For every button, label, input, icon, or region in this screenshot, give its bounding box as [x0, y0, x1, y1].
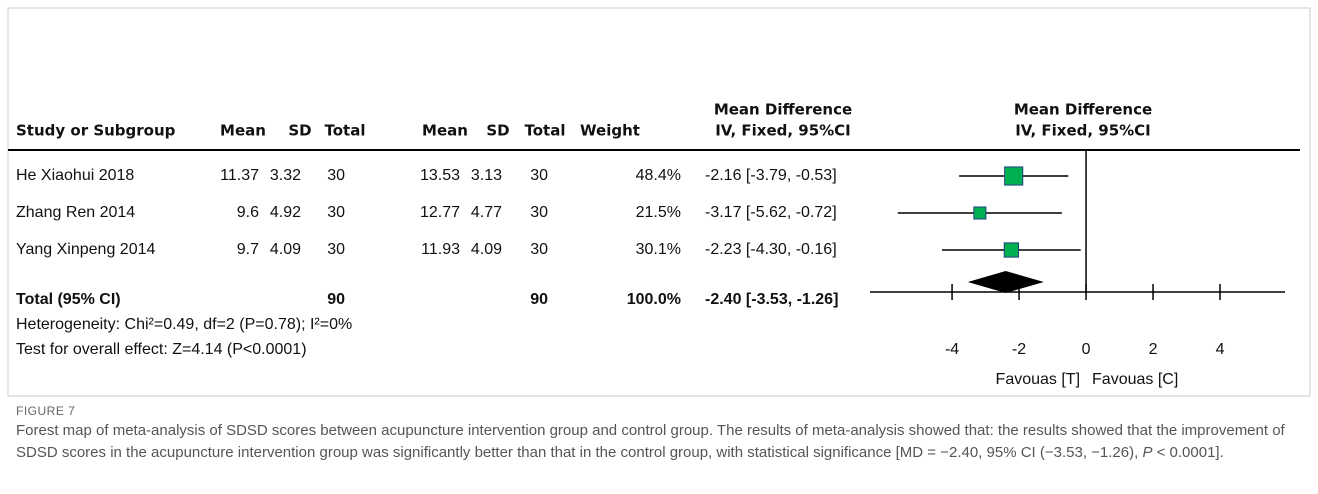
cell: -2.16 [-3.79, -0.53]: [705, 167, 837, 184]
cell: He Xiaohui 2018: [16, 167, 134, 184]
cell: 11.37: [220, 167, 259, 184]
plot-group-header: Mean Difference: [1014, 101, 1152, 119]
total-name: Total (95% CI): [16, 291, 121, 308]
x-tick-label: -4: [945, 341, 959, 358]
cell: 4.09: [471, 241, 502, 258]
x-axis-label: Favouas [C]: [1092, 371, 1178, 388]
cell: Zhang Ren 2014: [16, 204, 135, 221]
figure-border: [7, 7, 1311, 397]
total-n: 90: [327, 291, 345, 308]
x-tick-label: -2: [1012, 341, 1026, 358]
x-tick-label: 4: [1216, 341, 1225, 358]
column-header: Mean: [220, 122, 266, 140]
column-header: SD: [288, 122, 311, 140]
forest-figure: Mean Difference Mean Difference IV, Fixe…: [7, 7, 1311, 397]
pooled-diamond: [967, 271, 1044, 293]
total-weight: 100.0%: [627, 291, 681, 308]
cell: 3.13: [471, 167, 502, 184]
figure-label: FIGURE 7: [16, 404, 76, 418]
effect-square: [973, 206, 987, 220]
cell: 13.53: [420, 167, 460, 184]
cell: -3.17 [-5.62, -0.72]: [705, 204, 837, 221]
column-header: SD: [486, 122, 509, 140]
effect-square: [1003, 242, 1019, 258]
cell: 9.6: [237, 204, 259, 221]
x-tick-label: 0: [1082, 341, 1091, 358]
x-axis-label: Favouas [T]: [996, 371, 1080, 388]
cell: -2.23 [-4.30, -0.16]: [705, 241, 837, 258]
x-tick-label: 2: [1149, 341, 1158, 358]
caption-text: Forest map of meta-analysis of SDSD scor…: [16, 422, 1285, 461]
column-header: Study or Subgroup: [16, 122, 176, 140]
cell: 9.7: [237, 241, 259, 258]
cell: 30: [327, 241, 345, 258]
cell: 4.09: [270, 241, 301, 258]
caption-text: < 0.0001].: [1152, 444, 1224, 461]
cell: 3.32: [270, 167, 301, 184]
cell: 30: [327, 167, 345, 184]
heterogeneity: Heterogeneity: Chi²=0.49, df=2 (P=0.78);…: [16, 316, 352, 333]
cell: 30.1%: [636, 241, 681, 258]
total-n: 90: [530, 291, 548, 308]
column-header: Total: [325, 122, 366, 140]
cell: 21.5%: [636, 204, 681, 221]
effect-square: [1004, 166, 1024, 186]
cell: 30: [327, 204, 345, 221]
cell: 12.77: [420, 204, 460, 221]
caption: Forest map of meta-analysis of SDSD scor…: [16, 420, 1296, 464]
caption-text: P: [1142, 444, 1153, 461]
cell: 30: [530, 204, 548, 221]
ci-group-header: Mean Difference: [714, 101, 852, 119]
cell: 30: [530, 167, 548, 184]
column-header: Weight: [580, 122, 640, 140]
cell: 11.93: [421, 241, 460, 258]
column-header: Total: [525, 122, 566, 140]
column-header: IV, Fixed, 95%CI: [715, 122, 851, 140]
total-ci: -2.40 [-3.53, -1.26]: [705, 291, 838, 308]
cell: 4.77: [471, 204, 502, 221]
cell: Yang Xinpeng 2014: [16, 241, 155, 258]
plot-method-header: IV, Fixed, 95%CI: [1015, 122, 1151, 140]
cell: 4.92: [270, 204, 301, 221]
overall-effect: Test for overall effect: Z=4.14 (P<0.000…: [16, 341, 307, 358]
cell: 30: [530, 241, 548, 258]
cell: 48.4%: [636, 167, 681, 184]
column-header: Mean: [422, 122, 468, 140]
